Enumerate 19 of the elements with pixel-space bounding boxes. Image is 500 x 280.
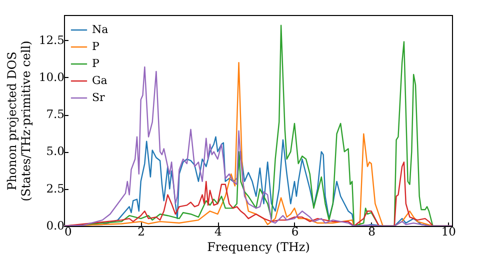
x-tick-label: 6 bbox=[291, 224, 299, 238]
y-tick-label: 12.5 bbox=[38, 32, 64, 47]
y-tick-label: 10.0 bbox=[38, 70, 64, 84]
y-tick-label: 7.5 bbox=[46, 107, 64, 122]
x-tick-label: 4 bbox=[214, 224, 222, 238]
legend-label: P bbox=[92, 40, 100, 53]
y-tick-label: 2.5 bbox=[46, 181, 64, 196]
legend-label: Na bbox=[92, 23, 109, 36]
y-tick-label: 5.0 bbox=[46, 144, 64, 158]
y-tick-label: 0.0 bbox=[46, 218, 64, 232]
y-axis-title: Phonon projected DOS (States/THz·primitive cell) bbox=[4, 40, 33, 202]
x-tick-label: 2 bbox=[138, 224, 145, 238]
legend-label: P bbox=[92, 57, 100, 70]
x-tick-label: 8 bbox=[368, 224, 376, 238]
x-axis-title: Frequency (THz) bbox=[207, 240, 310, 254]
x-tick-label: 0 bbox=[64, 224, 72, 238]
x-tick-label: 10 bbox=[441, 224, 456, 238]
legend-label: Sr bbox=[92, 91, 106, 104]
legend-label: Ga bbox=[92, 74, 108, 87]
